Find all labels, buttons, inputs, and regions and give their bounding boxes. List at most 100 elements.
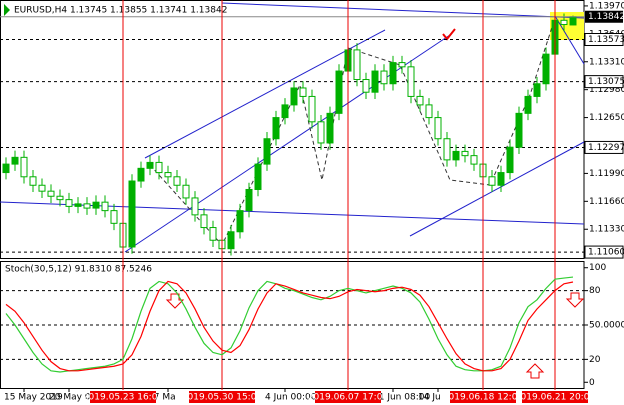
y-tick-label: 1.13970 xyxy=(589,1,624,11)
marker-label-box xyxy=(522,391,588,403)
candle-body xyxy=(146,161,154,169)
candle-body xyxy=(434,117,442,140)
candle-body xyxy=(443,138,451,161)
y-tick-label: 80 xyxy=(589,286,601,296)
candle-body xyxy=(254,163,262,190)
candle-body xyxy=(128,180,136,248)
candle-body xyxy=(200,214,208,229)
candle-body xyxy=(452,150,460,161)
up-arrow xyxy=(525,363,545,379)
x-tick-label: 14 Ju xyxy=(418,393,441,403)
candle-body xyxy=(263,138,271,165)
marker-label-box xyxy=(315,391,381,403)
trend-line xyxy=(554,15,585,65)
marker-label-box xyxy=(450,391,516,403)
y-tick-label: 20 xyxy=(589,355,601,365)
level-label-box xyxy=(584,75,624,89)
candle-body xyxy=(353,49,361,81)
x-tick-label: 27 Ma xyxy=(148,393,176,403)
candle-body xyxy=(362,79,370,93)
candle-body xyxy=(38,184,46,192)
chart-title: EURUSD,H4 1.13745 1.13855 1.13741 1.1384… xyxy=(14,6,227,16)
candle-body xyxy=(209,227,217,241)
level-label: 1.13075 xyxy=(588,77,624,87)
level-label: 1.12297 xyxy=(588,143,624,153)
candle-body xyxy=(515,112,523,148)
candle-body xyxy=(182,184,190,199)
candle-body xyxy=(299,87,307,97)
candle-body xyxy=(497,172,505,186)
marker-label: 2019.05.23 16:00 xyxy=(83,393,164,403)
indicator-line xyxy=(5,280,574,372)
candle-body xyxy=(164,172,172,178)
candle-body xyxy=(506,146,514,174)
candle-body xyxy=(542,53,550,85)
marker-label: 2019.06.18 12:00 xyxy=(443,393,524,403)
candle-body xyxy=(101,201,109,212)
candle-body xyxy=(407,66,415,97)
candle-body xyxy=(137,167,145,182)
candle-body xyxy=(398,62,406,68)
candle-body xyxy=(416,95,424,106)
candle-body xyxy=(533,83,541,97)
candle-body xyxy=(326,112,334,144)
candle-body xyxy=(20,156,28,178)
marker-label: 2019.06.07 17:00 xyxy=(308,393,389,403)
main-panel-frame xyxy=(0,0,585,259)
candle-body xyxy=(245,188,253,212)
last-price-label: 1.13842 xyxy=(588,12,624,22)
candle-body xyxy=(92,201,100,209)
candle-body xyxy=(173,176,181,186)
candle-body xyxy=(281,104,289,119)
indicator-line xyxy=(5,276,574,373)
x-tick-label: 15 May 2019 xyxy=(4,393,63,403)
check-mark xyxy=(442,28,456,41)
y-tick-label: 1.11660 xyxy=(589,197,624,207)
level-label: 1.11060 xyxy=(588,248,624,258)
x-tick-label: 11 Jun 08:00 xyxy=(373,393,430,403)
candle-body xyxy=(371,70,379,93)
y-tick-label: 1.13310 xyxy=(589,57,624,67)
candle-body xyxy=(155,161,163,174)
candle-body xyxy=(569,16,577,26)
candle-body xyxy=(317,121,325,144)
marker-label-box xyxy=(90,391,156,403)
trend-line xyxy=(221,2,585,19)
level-label-box xyxy=(584,33,624,47)
x-tick-label: 20 May 0 xyxy=(49,393,91,403)
level-label-box xyxy=(584,245,624,259)
candle-body xyxy=(470,155,478,165)
candle-body xyxy=(236,210,244,233)
level-label-box xyxy=(584,140,624,154)
marker-label: 2019.06.21 20:00 xyxy=(515,393,596,403)
last-price-box xyxy=(585,10,623,23)
down-arrow xyxy=(565,292,585,308)
candle-body xyxy=(308,95,316,123)
y-tick-label: 100 xyxy=(589,263,606,273)
y-tick-label: 1.12650 xyxy=(589,113,624,123)
y-tick-label: 1.11330 xyxy=(589,225,624,235)
candle-body xyxy=(29,176,37,186)
candle-body xyxy=(83,203,91,209)
y-tick-label: 0 xyxy=(589,378,595,388)
candle-body xyxy=(425,104,433,119)
candle-body xyxy=(488,176,496,186)
candle-body xyxy=(110,210,118,224)
candle-body xyxy=(191,197,199,216)
x-tick-label: 4 Jun 00:00 xyxy=(265,393,317,403)
candle-body xyxy=(74,203,82,207)
candle-body xyxy=(227,231,235,250)
candle-body xyxy=(2,163,10,174)
y-tick-label: 1.12980 xyxy=(589,85,624,95)
candle-body xyxy=(47,190,55,197)
y-tick-label: 1.11990 xyxy=(589,169,624,179)
candle-body xyxy=(290,87,298,106)
level-label: 1.13573 xyxy=(588,35,624,45)
candle-body xyxy=(560,19,568,26)
y-tick-label: 50.0000 xyxy=(589,321,624,331)
candle-body xyxy=(272,117,280,140)
candle-body xyxy=(335,70,343,114)
marker-label-box xyxy=(189,391,255,403)
indicator-title: Stoch(30,5,12) 91.8310 87.5246 xyxy=(5,265,152,275)
